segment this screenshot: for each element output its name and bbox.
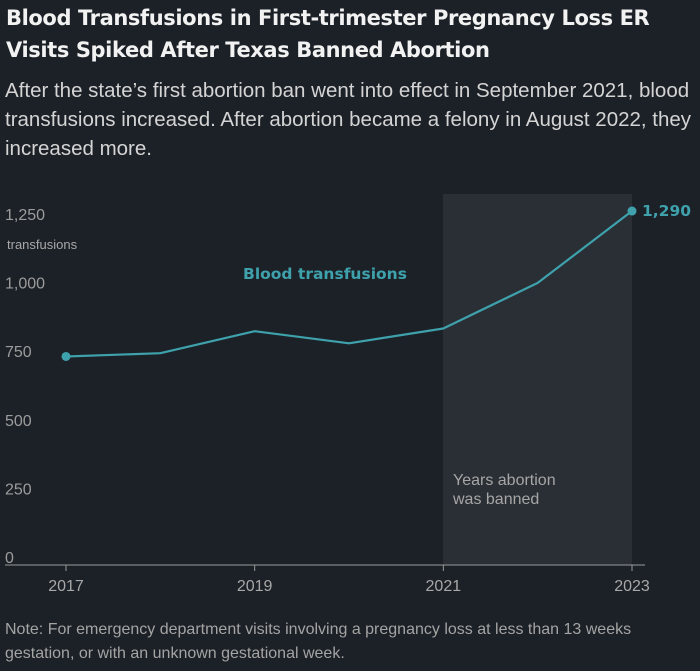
end-value-label: 1,290 (642, 202, 691, 220)
ban-period-band (443, 194, 632, 565)
footnote: Note: For emergency department visits in… (5, 621, 632, 662)
x-tick-label: 2021 (426, 578, 462, 595)
y-tick-label: 750 (5, 344, 32, 361)
start-point-marker (61, 351, 71, 361)
y-axis-label: transfusions (7, 237, 78, 252)
x-tick-label: 2023 (614, 578, 650, 595)
chart-title: Blood Transfusions in First-trimester Pr… (6, 6, 650, 62)
x-tick-label: 2019 (237, 578, 273, 595)
x-axis-ticks: 2017 2019 2021 2023 (48, 565, 650, 595)
ban-period-label-line1: Years abortion (453, 472, 556, 489)
y-tick-label: 0 (5, 550, 14, 567)
y-tick-label: 250 (5, 481, 32, 498)
y-tick-label: 1,000 (5, 276, 45, 293)
x-tick-label: 2017 (48, 578, 84, 595)
blood-transfusions-line (65, 210, 633, 358)
series-label: Blood transfusions (243, 265, 407, 283)
y-tick-label: 1,250 (5, 207, 45, 224)
chart-subtitle: After the state’s first abortion ban wen… (5, 79, 692, 160)
line-chart: 0 250 500 750 1,000 1,250 2017 2019 2021 2023 tr… (5, 194, 691, 595)
y-axis-ticks: 0 250 500 750 1,000 1,250 (5, 207, 45, 567)
y-tick-label: 500 (5, 413, 32, 430)
end-point-marker (627, 206, 637, 216)
ban-period-label-line2: was banned (452, 491, 539, 508)
